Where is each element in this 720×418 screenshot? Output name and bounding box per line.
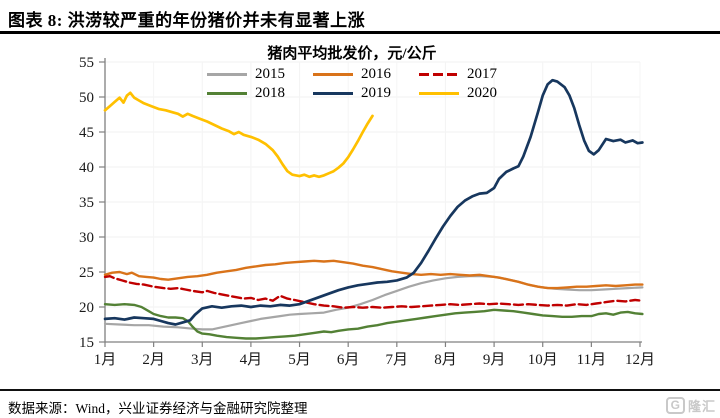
chart-region: 15 20 25 30 35 40 45 50 55 1月 2月 3月 4月 5月 6月 7月 8月 9月 10月 1…: [79, 46, 655, 368]
svg-text:4月: 4月: [240, 352, 263, 368]
svg-text:8月: 8月: [434, 352, 457, 368]
svg-text:5月: 5月: [288, 352, 311, 368]
data-source-note: 数据来源：Wind，兴业证券经济与金融研究院整理: [8, 401, 308, 416]
svg-text:35: 35: [79, 195, 94, 211]
svg-text:2月: 2月: [142, 352, 165, 368]
svg-text:20: 20: [79, 300, 94, 316]
svg-text:45: 45: [79, 125, 94, 141]
svg-text:10月: 10月: [528, 352, 558, 368]
watermark-logo-icon: G: [665, 397, 685, 414]
svg-text:55: 55: [79, 55, 94, 71]
figure-title: 图表 8: 洪涝较严重的年份猪价并未有显著上涨: [8, 11, 366, 30]
svg-text:30: 30: [79, 230, 94, 246]
svg-text:12月: 12月: [625, 352, 655, 368]
svg-text:9月: 9月: [483, 352, 506, 368]
footer-divider: [0, 389, 720, 391]
svg-text:40: 40: [79, 160, 94, 176]
svg-text:11月: 11月: [577, 352, 606, 368]
svg-text:50: 50: [79, 90, 94, 106]
figure-header: 图表 8: 洪涝较严重的年份猪价并未有显著上涨: [0, 0, 720, 34]
svg-text:3月: 3月: [191, 352, 214, 368]
watermark: G 隆汇: [665, 396, 716, 415]
svg-text:15: 15: [79, 335, 94, 351]
watermark-logo-text: 隆汇: [687, 399, 716, 414]
svg-text:1月: 1月: [94, 352, 117, 368]
svg-text:6月: 6月: [337, 352, 360, 368]
figure-footer: 数据来源：Wind，兴业证券经济与金融研究院整理 G 隆汇: [0, 389, 720, 418]
svg-text:7月: 7月: [386, 352, 409, 368]
header-divider: [0, 31, 720, 34]
price-line-chart: 15 20 25 30 35 40 45 50 55 1月 2月 3月 4月 5月 6月 7月 8月 9月 10月 1…: [79, 55, 655, 368]
svg-text:25: 25: [79, 265, 94, 281]
